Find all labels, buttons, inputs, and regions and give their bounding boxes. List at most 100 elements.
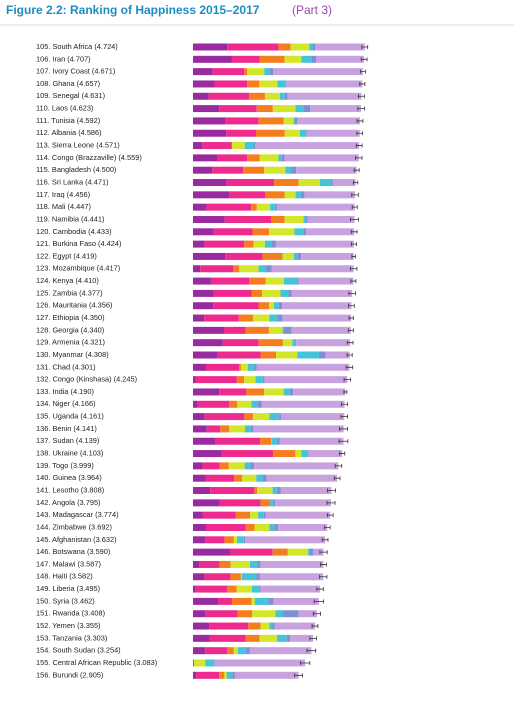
bar-segment bbox=[215, 660, 305, 667]
bar-segment bbox=[301, 56, 311, 63]
bar-segment bbox=[219, 561, 230, 568]
bar-segment bbox=[220, 425, 229, 432]
bar-segment bbox=[226, 179, 274, 186]
country-label: 139. Togo (3.999) bbox=[36, 461, 94, 470]
bar-segment bbox=[283, 339, 292, 346]
bar-segment bbox=[284, 117, 294, 124]
bar-segment bbox=[277, 635, 287, 642]
bar-segment bbox=[256, 376, 263, 383]
bar-segment bbox=[196, 376, 237, 383]
bar-segment bbox=[241, 573, 242, 580]
bar-segment bbox=[252, 598, 255, 605]
bar-segment bbox=[230, 191, 265, 198]
bar-segment bbox=[260, 561, 323, 568]
bar-segment bbox=[215, 80, 248, 87]
bar-segment bbox=[273, 68, 363, 75]
bar-segment bbox=[220, 499, 261, 506]
bar-segment bbox=[274, 302, 279, 309]
bar-segment bbox=[196, 672, 219, 679]
bar-segment bbox=[275, 499, 331, 506]
bar-segment bbox=[331, 179, 333, 186]
bar-segment bbox=[239, 315, 253, 322]
country-label: 107. Ivory Coast (4.671) bbox=[36, 67, 115, 76]
bar-segment bbox=[248, 364, 255, 371]
bar-segment bbox=[285, 80, 286, 87]
bar-segment bbox=[207, 425, 221, 432]
bar-segment bbox=[202, 462, 219, 469]
bar-segment bbox=[193, 586, 196, 593]
bar-segment bbox=[251, 204, 257, 211]
bar-segment bbox=[282, 154, 285, 161]
bar-segment bbox=[274, 179, 298, 186]
bar-segment bbox=[264, 68, 269, 75]
bar-segment bbox=[257, 105, 273, 112]
bar-segment bbox=[284, 278, 297, 285]
bar-segment bbox=[239, 364, 241, 371]
bar-segment bbox=[250, 647, 311, 654]
country-label: 114. Congo (Brazzaville) (4.559) bbox=[36, 153, 142, 162]
bar-segment bbox=[278, 44, 290, 51]
country-label: 144. Zimbabwe (3.692) bbox=[36, 522, 112, 531]
country-label: 118. Mali (4.447) bbox=[36, 202, 91, 211]
bar-segment bbox=[273, 487, 277, 494]
bar-segment bbox=[253, 425, 343, 432]
bar-segment bbox=[229, 425, 245, 432]
bar-segment bbox=[273, 549, 288, 556]
bar-segment bbox=[285, 191, 296, 198]
bar-segment bbox=[231, 561, 250, 568]
bar-segment bbox=[227, 586, 237, 593]
bar-segment bbox=[260, 499, 270, 506]
chart-title: Figure 2.2: Ranking of Happiness 2015–20… bbox=[6, 3, 260, 17]
country-label: 125. Zambia (4.377) bbox=[36, 288, 103, 297]
bar-segment bbox=[249, 278, 266, 285]
country-label: 124. Kenya (4.410) bbox=[36, 276, 99, 285]
bar-segment bbox=[308, 216, 355, 223]
bar-segment bbox=[294, 117, 295, 124]
bar-segment bbox=[225, 216, 272, 223]
bar-segment bbox=[290, 44, 309, 51]
bar-segment bbox=[193, 660, 194, 667]
bar-segment bbox=[309, 44, 313, 51]
bar-segment bbox=[242, 573, 256, 580]
bar-segment bbox=[281, 487, 332, 494]
bar-segment bbox=[325, 352, 349, 359]
bar-segment bbox=[272, 438, 277, 445]
bar-segment bbox=[297, 253, 301, 260]
bar-segment bbox=[202, 142, 232, 149]
bar-segment bbox=[255, 142, 359, 149]
bar-segment bbox=[312, 56, 317, 63]
bar-segment bbox=[253, 315, 269, 322]
bar-segment bbox=[260, 154, 279, 161]
bar-segment bbox=[277, 487, 281, 494]
bar-segment bbox=[193, 278, 211, 285]
bar-segment bbox=[232, 672, 235, 679]
bar-segment bbox=[275, 610, 282, 617]
bar-segment bbox=[257, 487, 272, 494]
bar-segment bbox=[193, 462, 202, 469]
bar-segment bbox=[257, 364, 350, 371]
bar-segment bbox=[193, 191, 230, 198]
country-label: 146. Botswana (3.590) bbox=[36, 547, 110, 556]
bar-segment bbox=[218, 598, 232, 605]
bar-segment bbox=[193, 68, 213, 75]
bar-segment bbox=[285, 216, 304, 223]
bar-segment bbox=[223, 339, 259, 346]
bar-segment bbox=[242, 475, 256, 482]
bar-segment bbox=[260, 586, 320, 593]
bar-segment bbox=[275, 204, 277, 211]
bar-segment bbox=[333, 179, 356, 186]
country-label: 126. Mauritania (4.356) bbox=[36, 301, 112, 310]
country-label: 137. Sudan (4.139) bbox=[36, 436, 99, 445]
bar-segment bbox=[236, 512, 251, 519]
bar-segment bbox=[200, 265, 233, 272]
bar-segment bbox=[279, 413, 281, 420]
country-label: 123. Mozambique (4.417) bbox=[36, 264, 120, 273]
bar-segment bbox=[248, 623, 260, 630]
country-label: 122. Egypt (4.419) bbox=[36, 251, 97, 260]
bar-segment bbox=[193, 315, 204, 322]
bar-segment bbox=[245, 425, 251, 432]
bar-segment bbox=[301, 191, 304, 198]
bar-segment bbox=[259, 302, 270, 309]
bar-segment bbox=[285, 93, 288, 100]
bar-segment bbox=[204, 241, 244, 248]
